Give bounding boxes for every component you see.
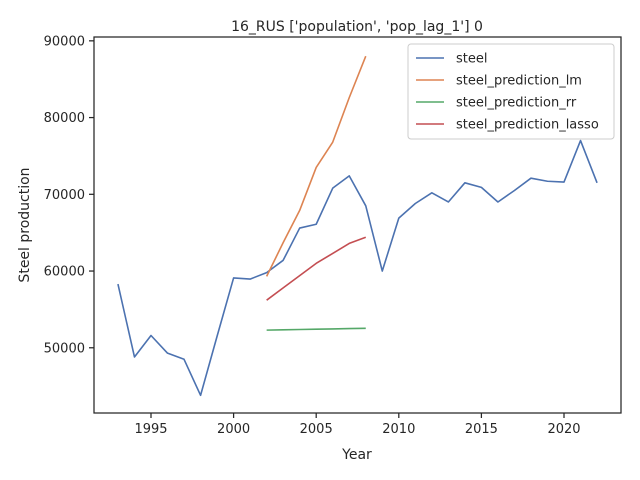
series-line-steel [117, 139, 598, 397]
series-line-steel-prediction-lm [265, 55, 367, 277]
y-tick-label: 90000 [44, 34, 85, 49]
x-tick-label: 2010 [382, 422, 415, 437]
series-line-steel-prediction-rr [266, 327, 366, 331]
x-tick-label: 1995 [134, 422, 167, 437]
x-axis: 1995 2000 2005 2010 2015 2020 [134, 413, 581, 437]
legend-entry-label: steel [456, 52, 487, 67]
y-tick-label: 80000 [44, 111, 85, 126]
x-tick-label: 2020 [547, 422, 580, 437]
series-layer [117, 55, 598, 397]
x-tick-label: 2015 [465, 422, 498, 437]
legend-entry-label: steel_prediction_lm [456, 74, 582, 89]
legend-frame [407, 43, 615, 140]
x-tick-label: 2005 [300, 422, 333, 437]
series-line-steel-prediction-lasso [266, 236, 367, 301]
x-tick-label: 2000 [217, 422, 250, 437]
y-tick-label: 50000 [44, 341, 85, 356]
x-axis-label: Year [341, 447, 372, 463]
legend-entry-label: steel_prediction_lasso [456, 118, 599, 133]
y-tick-label: 70000 [44, 188, 85, 203]
chart-title: 16_RUS ['population', 'pop_lag_1'] 0 [231, 19, 483, 35]
y-axis-label: Steel production [17, 167, 33, 282]
legend: steel steel_prediction_lm steel_prediction… [407, 43, 615, 140]
y-tick-label: 60000 [44, 265, 85, 280]
legend-entry-label: steel_prediction_rr [456, 96, 577, 111]
y-axis: 50000 60000 70000 80000 90000 [44, 34, 94, 356]
